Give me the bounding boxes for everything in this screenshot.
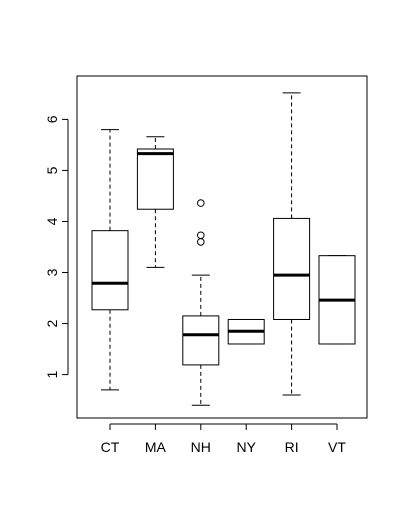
box-nh [182,199,220,406]
x-tick-label-ny: NY [236,439,256,455]
iqr-box [91,230,129,311]
x-axis: CT MA NH NY RI VT [101,423,346,455]
iqr-box [136,148,174,210]
x-tick-label-ma: MA [145,439,167,455]
boxes-layer [91,92,356,406]
y-tick-label: 4 [44,217,60,225]
x-tick-label-ri: RI [285,439,299,455]
outlier-point [197,199,205,207]
iqr-box [273,217,311,320]
y-axis: 1 2 3 4 5 6 [44,115,69,379]
iqr-box [182,315,220,366]
box-ny [227,318,265,345]
box-vt [318,255,356,345]
box-ma [136,136,174,268]
box-ct [91,129,129,391]
y-tick-label: 5 [44,166,60,174]
y-tick-label: 1 [44,371,60,379]
outlier-point [197,231,205,240]
x-tick-label-vt: VT [328,439,346,455]
y-tick-label: 6 [44,115,60,123]
box-ri [273,92,311,396]
y-tick-label: 2 [44,319,60,327]
y-tick-label: 3 [44,268,60,276]
x-tick-label-nh: NH [191,439,211,455]
plot-frame [76,75,368,419]
outlier-point [197,238,205,246]
x-tick-label-ct: CT [101,439,120,455]
